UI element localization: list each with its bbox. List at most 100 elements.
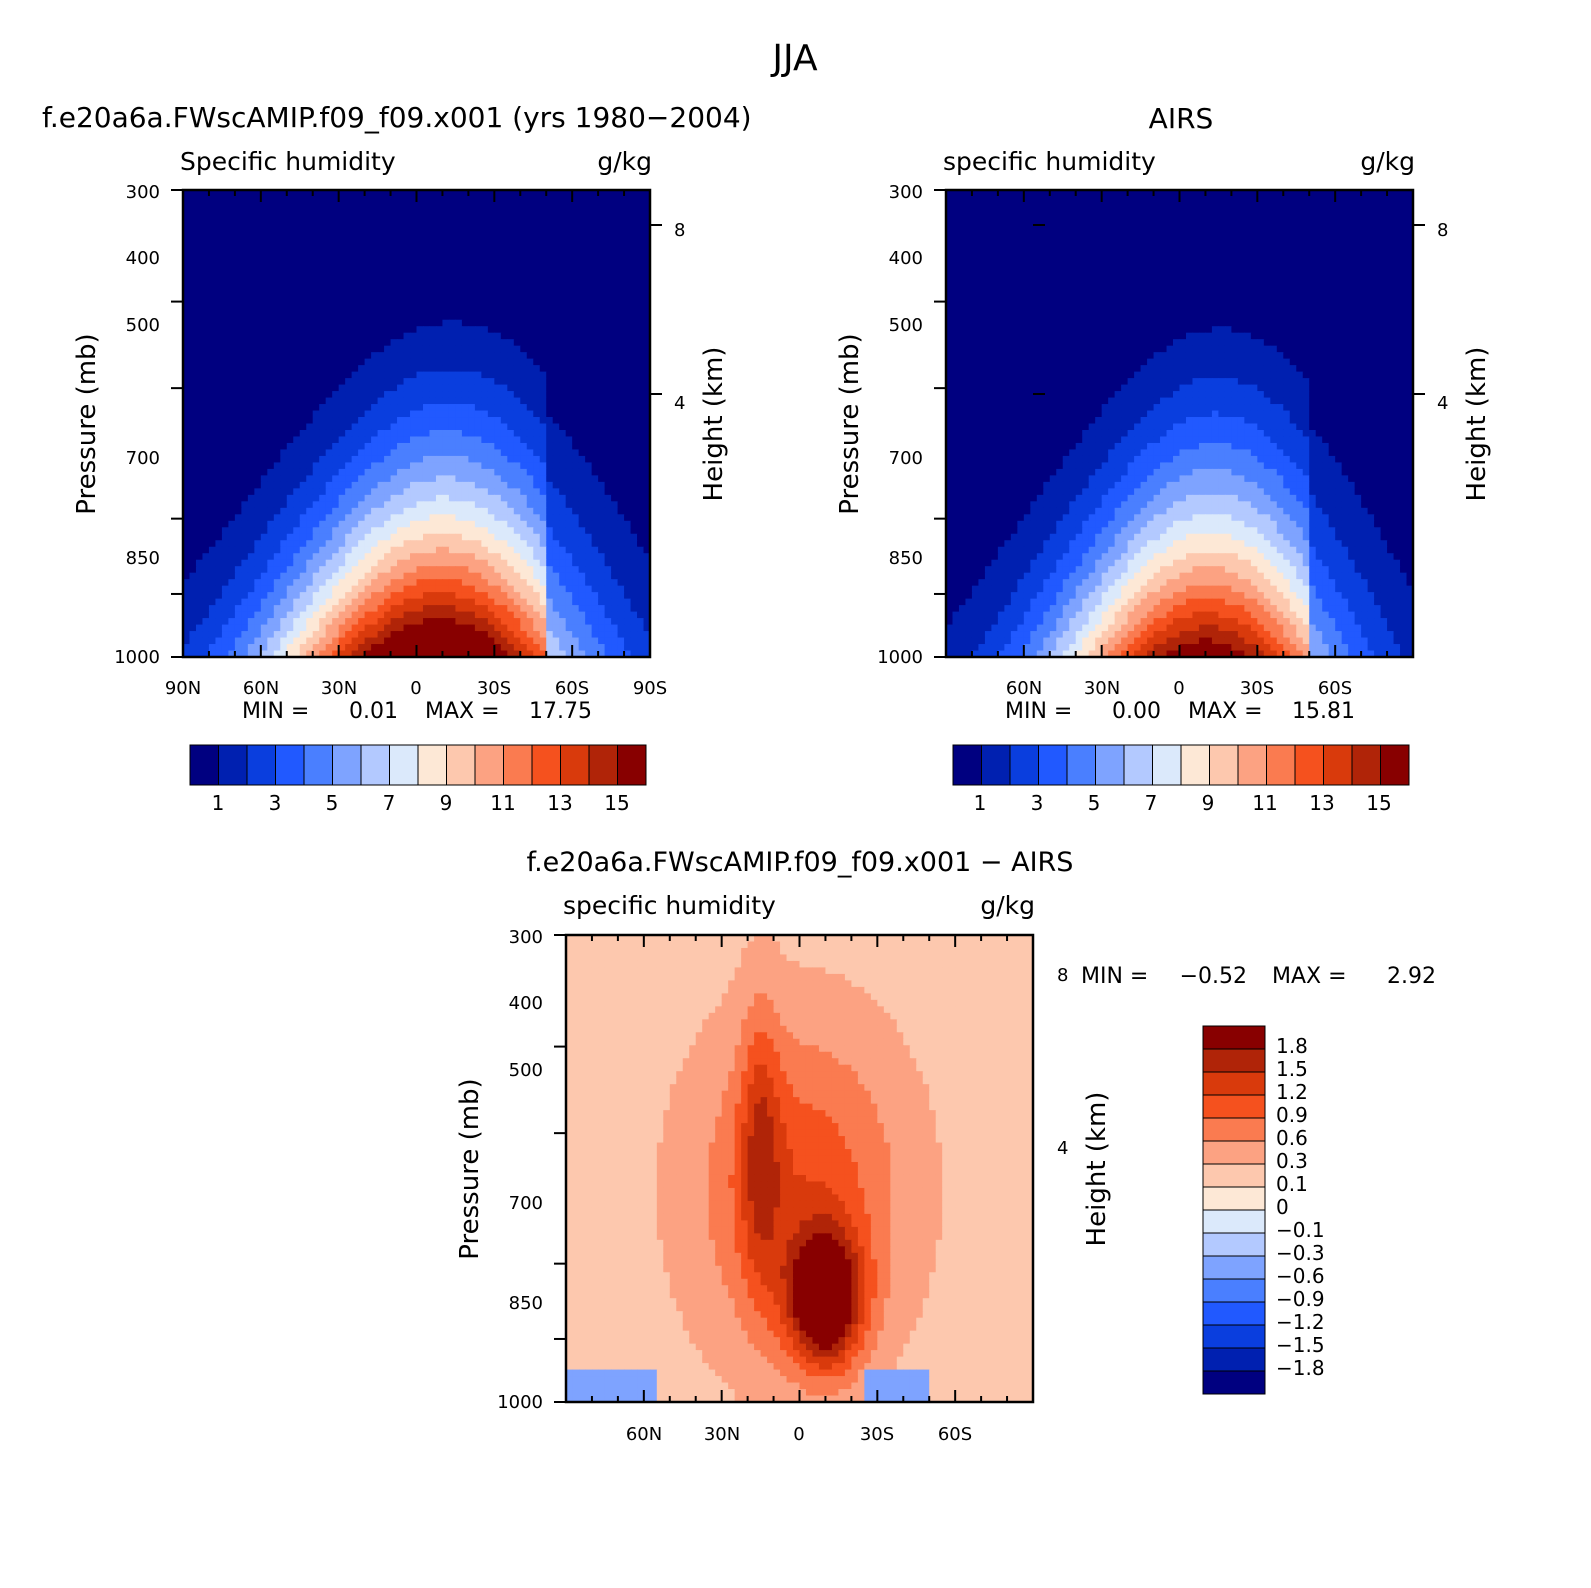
field-cell xyxy=(183,306,191,314)
field-cell xyxy=(384,598,392,606)
field-cell xyxy=(429,190,437,198)
field-cell xyxy=(312,365,320,373)
field-cell xyxy=(500,196,508,204)
field-cell xyxy=(384,618,392,626)
field-cell xyxy=(520,345,528,353)
field-cell xyxy=(183,481,191,489)
field-cell xyxy=(513,533,521,541)
field-cell xyxy=(500,332,508,340)
field-cell xyxy=(429,267,437,275)
field-cell xyxy=(247,339,255,347)
field-cell xyxy=(247,326,255,334)
field-cell xyxy=(617,313,625,321)
field-cell xyxy=(604,501,612,509)
field-cell xyxy=(630,546,638,554)
field-cell xyxy=(487,339,495,347)
field-cell xyxy=(481,598,489,606)
field-cell xyxy=(604,423,612,431)
field-cell xyxy=(293,352,301,360)
field-cell xyxy=(500,494,508,502)
field-cell xyxy=(500,404,508,412)
field-cell xyxy=(247,261,255,269)
field-cell xyxy=(183,631,191,639)
field-cell xyxy=(455,598,463,606)
field-cell xyxy=(442,540,450,548)
field-cell xyxy=(487,618,495,626)
field-cell xyxy=(397,592,405,600)
field-cell xyxy=(325,378,333,386)
field-cell xyxy=(533,618,541,626)
field-cell xyxy=(273,391,281,399)
field-cell xyxy=(221,611,230,619)
field-cell xyxy=(280,592,288,600)
field-cell xyxy=(481,410,489,418)
field-cell xyxy=(280,553,288,561)
field-cell xyxy=(312,384,320,392)
field-cell xyxy=(611,345,619,353)
field-cell xyxy=(604,540,612,548)
field-cell xyxy=(507,520,515,528)
field-cell xyxy=(442,287,450,295)
field-cell xyxy=(630,332,638,340)
field-cell xyxy=(598,222,606,230)
field-cell xyxy=(461,553,469,561)
field-cell xyxy=(299,624,307,632)
field-cell xyxy=(351,235,359,243)
field-cell xyxy=(611,241,619,249)
field-cell xyxy=(358,481,366,489)
field-cell xyxy=(416,533,424,541)
field-cell xyxy=(345,228,353,237)
field-cell xyxy=(448,546,457,554)
field-cell xyxy=(338,507,346,515)
field-cell xyxy=(228,196,236,204)
field-cell xyxy=(526,391,534,399)
field-cell xyxy=(319,319,327,327)
field-cell xyxy=(195,378,204,386)
field-cell xyxy=(604,209,612,217)
field-cell xyxy=(578,566,586,574)
field-cell xyxy=(351,267,359,275)
field-cell xyxy=(267,637,275,645)
field-cell xyxy=(604,579,612,587)
field-cell xyxy=(533,235,541,243)
field-cell xyxy=(377,235,385,243)
field-cell xyxy=(189,339,197,347)
field-cell xyxy=(468,468,476,476)
field-cell xyxy=(312,572,320,580)
field-cell xyxy=(280,475,288,483)
field-cell xyxy=(533,527,541,535)
field-cell xyxy=(487,455,495,464)
field-cell xyxy=(293,215,301,224)
field-cell xyxy=(585,248,593,256)
field-cell xyxy=(332,585,340,593)
field-cell xyxy=(585,261,593,269)
field-cell xyxy=(520,404,528,412)
field-cell xyxy=(578,455,586,464)
field-cell xyxy=(565,267,573,275)
field-cell xyxy=(325,404,333,412)
field-cell xyxy=(306,248,314,256)
field-cell xyxy=(299,553,307,561)
field-cell xyxy=(371,462,379,470)
field-cell xyxy=(539,339,547,347)
field-cell xyxy=(552,494,560,502)
field-cell xyxy=(260,462,268,470)
field-cell xyxy=(325,631,333,639)
field-cell xyxy=(546,423,554,431)
field-cell xyxy=(591,267,599,275)
field-cell xyxy=(390,540,398,548)
field-cell xyxy=(513,455,521,464)
field-cell xyxy=(565,280,573,288)
field-cell xyxy=(234,429,242,438)
field-cell xyxy=(247,637,255,645)
field-cell xyxy=(325,196,333,204)
field-cell xyxy=(345,339,353,347)
field-cell xyxy=(474,618,482,626)
field-cell xyxy=(195,190,204,198)
field-cell xyxy=(500,546,508,554)
field-cell xyxy=(630,215,638,224)
field-cell xyxy=(526,384,534,392)
field-cell xyxy=(397,559,405,567)
field-cell xyxy=(461,611,469,619)
field-cell xyxy=(345,417,353,425)
